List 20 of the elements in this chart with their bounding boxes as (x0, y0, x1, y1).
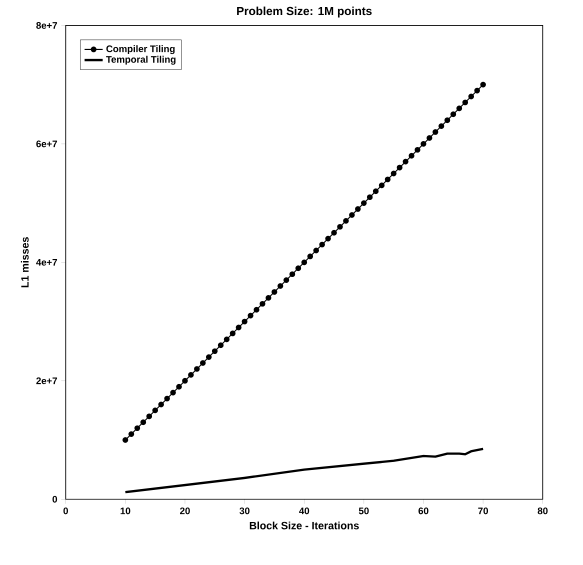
x-tick-label: 60 (418, 508, 428, 514)
x-tick-label: 50 (358, 508, 369, 514)
legend-label: Compiler Tiling (106, 45, 175, 54)
legend-label: Temporal Tiling (106, 56, 176, 65)
y-tick-label: 4e+7 (36, 259, 58, 266)
x-tick-label: 80 (538, 508, 548, 514)
x-tick-label: 30 (240, 508, 250, 514)
x-tick-label: 40 (299, 508, 310, 514)
y-tick-label: 0 (52, 496, 58, 503)
y-tick-label: 8e+7 (36, 22, 58, 29)
x-tick-label: 70 (478, 508, 488, 514)
y-tick-label: 2e+7 (36, 377, 58, 384)
x-tick-label: 20 (180, 508, 190, 514)
x-tick-label: 10 (120, 508, 130, 514)
x-axis-title: Block Size - Iterations (250, 522, 359, 530)
line-series (124, 448, 484, 494)
y-tick-label: 6e+7 (36, 140, 58, 148)
x-tick-label: 0 (63, 508, 68, 514)
chart-title: Problem Size: 1M points (237, 6, 372, 18)
y-axis-title: L1 misses (20, 237, 29, 288)
